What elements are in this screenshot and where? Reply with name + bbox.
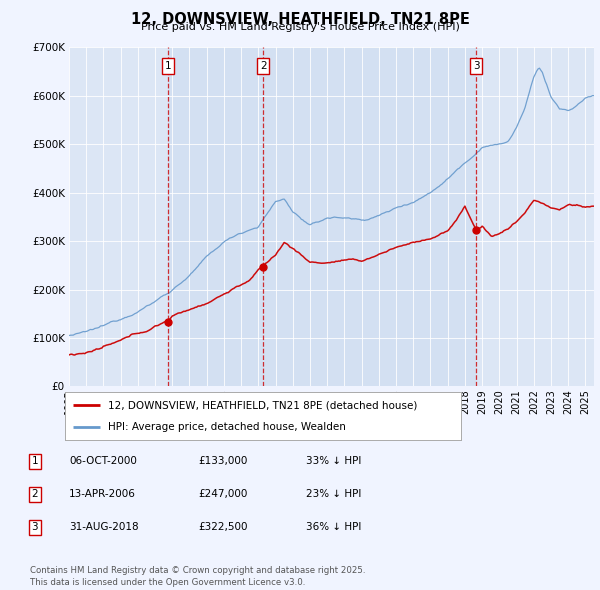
Text: £247,000: £247,000 <box>198 490 247 499</box>
Text: 12, DOWNSVIEW, HEATHFIELD, TN21 8PE (detached house): 12, DOWNSVIEW, HEATHFIELD, TN21 8PE (det… <box>109 400 418 410</box>
Text: 12, DOWNSVIEW, HEATHFIELD, TN21 8PE: 12, DOWNSVIEW, HEATHFIELD, TN21 8PE <box>131 12 469 27</box>
Bar <box>168 47 476 386</box>
Text: 36% ↓ HPI: 36% ↓ HPI <box>306 523 361 532</box>
Text: 31-AUG-2018: 31-AUG-2018 <box>69 523 139 532</box>
Text: HPI: Average price, detached house, Wealden: HPI: Average price, detached house, Weal… <box>109 422 346 432</box>
Text: 23% ↓ HPI: 23% ↓ HPI <box>306 490 361 499</box>
Text: 3: 3 <box>31 523 38 532</box>
Text: 3: 3 <box>473 61 479 71</box>
Text: £133,000: £133,000 <box>198 457 247 466</box>
Text: Price paid vs. HM Land Registry's House Price Index (HPI): Price paid vs. HM Land Registry's House … <box>140 22 460 32</box>
Text: 33% ↓ HPI: 33% ↓ HPI <box>306 457 361 466</box>
Text: £322,500: £322,500 <box>198 523 248 532</box>
Text: Contains HM Land Registry data © Crown copyright and database right 2025.
This d: Contains HM Land Registry data © Crown c… <box>30 566 365 587</box>
Text: 1: 1 <box>165 61 172 71</box>
Text: 2: 2 <box>31 490 38 499</box>
Text: 13-APR-2006: 13-APR-2006 <box>69 490 136 499</box>
Text: 1: 1 <box>31 457 38 466</box>
Text: 2: 2 <box>260 61 266 71</box>
Text: 06-OCT-2000: 06-OCT-2000 <box>69 457 137 466</box>
